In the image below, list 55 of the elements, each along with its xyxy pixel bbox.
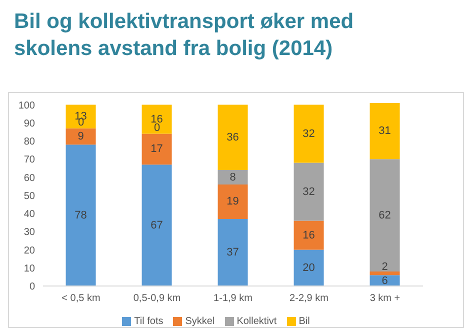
- bar: [218, 104, 248, 170]
- data-label: 32: [302, 128, 315, 140]
- data-label: 78: [74, 209, 87, 222]
- y-tick-label: 10: [24, 263, 36, 274]
- x-tick-label: 0,5-0,9 km: [133, 293, 181, 304]
- data-label: 31: [378, 125, 391, 138]
- y-tick-label: 100: [18, 100, 36, 112]
- x-tick-label: 1-1,9 km: [214, 293, 252, 304]
- y-tick-label: 70: [24, 154, 36, 166]
- bar: [294, 162, 324, 221]
- bar: [218, 170, 248, 185]
- data-label: 36: [226, 131, 239, 144]
- bar: [370, 103, 400, 160]
- y-tick-label: 50: [24, 190, 36, 202]
- y-tick-label: 20: [24, 245, 36, 256]
- bar: [66, 128, 96, 145]
- data-label: 20: [302, 262, 315, 274]
- bar: [218, 218, 248, 286]
- data-label: 32: [302, 186, 315, 198]
- legend-label: Bil: [298, 316, 310, 327]
- data-label: 17: [150, 143, 163, 156]
- bar: [370, 159, 400, 272]
- data-label: 2: [382, 261, 388, 274]
- x-tick-label: 2-2,9 km: [290, 293, 328, 304]
- legend-label: Til fots: [133, 316, 164, 327]
- bar: [142, 164, 172, 286]
- bar: [142, 104, 172, 134]
- bar: [294, 250, 324, 286]
- data-label: 6: [382, 275, 388, 288]
- data-label: 19: [226, 196, 239, 208]
- bar: [294, 220, 324, 250]
- y-tick-label: 30: [24, 227, 36, 238]
- y-tick-label: 60: [24, 172, 36, 184]
- y-tick-label: 90: [24, 118, 36, 130]
- data-label: 9: [78, 130, 84, 143]
- chart-title: Bil og kollektivtransport øker med skolens avstand fra bolig (2014): [13, 9, 355, 62]
- x-tick-label: 3 km +: [370, 293, 400, 304]
- data-label: 37: [226, 246, 239, 258]
- data-label: 62: [378, 209, 391, 222]
- data-label: 8: [230, 171, 236, 184]
- y-tick-label: 0: [29, 282, 36, 293]
- legend-label: Kollektivt: [236, 316, 277, 327]
- bar: [294, 104, 324, 163]
- bar: [66, 144, 96, 286]
- bar: [218, 184, 248, 219]
- y-tick-label: 40: [24, 209, 36, 220]
- y-tick-label: 80: [24, 136, 36, 148]
- bar: [142, 134, 172, 165]
- x-tick-label: < 0,5 km: [62, 293, 100, 304]
- bar: [370, 272, 400, 276]
- data-label: 0: [154, 122, 160, 134]
- data-label: 16: [302, 229, 315, 242]
- bar: [66, 104, 96, 128]
- legend-label: Sykkel: [184, 316, 215, 327]
- data-label: 67: [150, 219, 163, 232]
